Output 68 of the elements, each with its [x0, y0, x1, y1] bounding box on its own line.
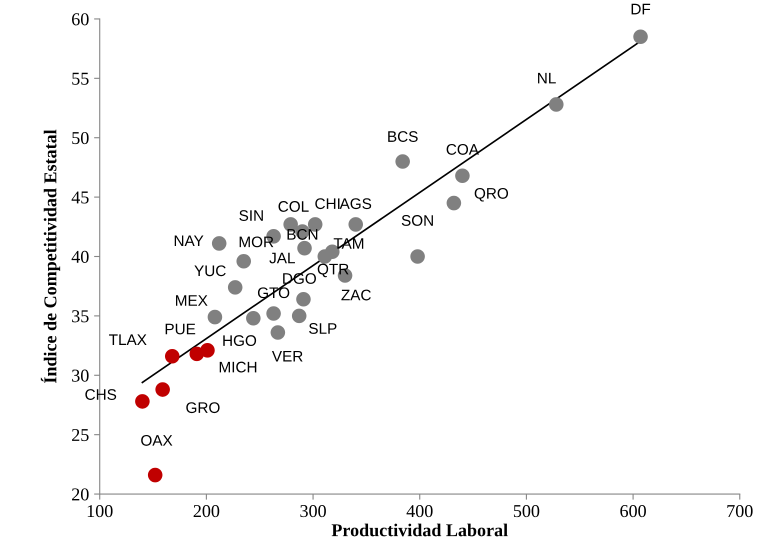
- point: [410, 249, 425, 264]
- y-tick-label: 60: [72, 13, 89, 26]
- point: [348, 217, 364, 232]
- point: [135, 394, 150, 409]
- point: [455, 168, 470, 184]
- annotation: DF: [632, 4, 650, 14]
- x-tick-label: 600: [620, 505, 646, 518]
- annotation: NL: [538, 72, 556, 84]
- y-tick-label: 20: [72, 488, 89, 500]
- annotation: NAY: [174, 235, 204, 246]
- annotation: PUE: [166, 324, 196, 334]
- y-tick-label: 25: [72, 428, 89, 442]
- annotation: TLAX: [109, 334, 147, 345]
- point: [155, 382, 170, 397]
- x-axis-title: Productividad Laboral: [332, 524, 508, 536]
- point: [446, 196, 462, 210]
- annotation: VER: [272, 350, 303, 362]
- x-tick-label: 500: [514, 505, 540, 518]
- annotation: HGO: [223, 335, 256, 346]
- point: [208, 310, 222, 324]
- y-tick-label: 45: [72, 191, 89, 204]
- annotation: MOR: [240, 236, 274, 248]
- y-tick-label: 30: [72, 370, 89, 382]
- annotation: OAX: [141, 435, 172, 446]
- y-tick-label: 50: [72, 132, 89, 144]
- point: [270, 325, 286, 340]
- y-tick-label: 55: [72, 72, 89, 85]
- y-tick-label: 40: [72, 250, 89, 263]
- annotation: AGS: [340, 198, 372, 210]
- annotation: MICH: [220, 362, 256, 372]
- annotation: MEX: [176, 295, 208, 306]
- x-tick-label: 400: [406, 505, 433, 518]
- annotation: CHS: [85, 389, 116, 400]
- point: [200, 343, 215, 358]
- annotation: JAL: [269, 252, 295, 264]
- annotation: SIN: [239, 210, 263, 221]
- annotation: ZAC: [341, 290, 371, 300]
- annotation: BCN: [288, 229, 318, 240]
- x-tick-label: 300: [300, 505, 326, 518]
- annotation: GRO: [186, 402, 220, 414]
- annotation: CHI: [315, 198, 340, 210]
- annotation: QRO: [474, 188, 508, 202]
- x-tick-label: 200: [194, 505, 220, 518]
- y-tick-label: 35: [72, 310, 89, 322]
- point: [228, 280, 242, 295]
- annotation: SLP: [309, 323, 336, 334]
- annotation: COA: [446, 144, 479, 155]
- x-tick-label: 700: [727, 505, 753, 518]
- point: [266, 306, 281, 321]
- annotation: QTR: [318, 264, 349, 278]
- annotation: YUC: [194, 265, 226, 276]
- point: [395, 154, 410, 169]
- x-tick-label: 100: [88, 505, 113, 518]
- point: [148, 468, 162, 482]
- point: [236, 254, 252, 269]
- point: [549, 97, 564, 112]
- point: [297, 240, 312, 256]
- point: [296, 292, 311, 307]
- annotation: COL: [278, 201, 309, 212]
- annotation: SON: [402, 215, 433, 226]
- point: [164, 348, 180, 364]
- point: [246, 310, 261, 326]
- y-axis-title: Índice de Competitividad Estatal: [40, 130, 60, 384]
- point: [212, 236, 226, 251]
- point: [318, 249, 332, 264]
- point: [292, 308, 306, 324]
- annotation: BCS: [388, 131, 418, 142]
- point: [633, 29, 648, 44]
